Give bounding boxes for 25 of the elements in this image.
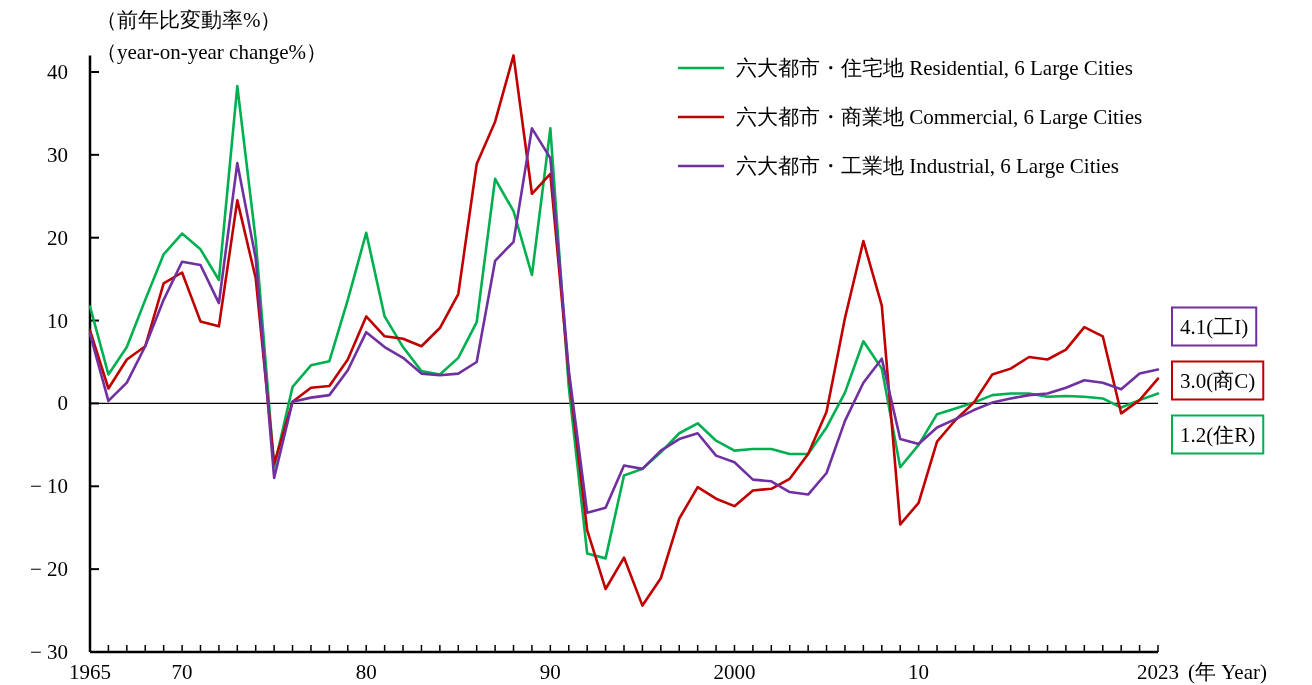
y-axis-title: （前年比変動率%） (96, 8, 282, 32)
y-tick-label: 10 (47, 308, 68, 333)
legend-label: 六大都市・商業地 Commercial, 6 Large Cities (736, 105, 1143, 129)
x-axis-title: (年 Year) (1188, 660, 1267, 684)
x-tick-label: 10 (908, 660, 930, 684)
legend-label: 六大都市・工業地 Industrial, 6 Large Cities (736, 154, 1119, 178)
line-series (88, 127, 1160, 515)
y-tick-label: − 30 (29, 640, 68, 664)
x-tick-label: 70 (171, 660, 193, 684)
text: 4.1(工I) (1180, 315, 1249, 340)
y-tick-label: 30 (47, 142, 68, 167)
text: 1.2(住R) (1180, 423, 1256, 448)
text: 3.0(商C) (1180, 369, 1256, 394)
y-tick-label: − 10 (29, 474, 68, 499)
x-tick-label: 80 (355, 660, 377, 684)
annotation: （year-on-year change%） (96, 40, 328, 64)
y-tick-label: 40 (47, 59, 68, 84)
y-tick-label: − 20 (29, 557, 68, 582)
x-tick-label: 90 (539, 660, 561, 684)
x-tick-label: 2000 (713, 660, 756, 684)
x-tick-label: 2023 (1137, 660, 1179, 684)
legend-label: 六大都市・住宅地 Residential, 6 Large Cities (736, 56, 1133, 80)
y-tick-label: 20 (47, 225, 68, 250)
y-tick-label: 0 (57, 391, 68, 416)
x-tick-label: 1965 (69, 660, 111, 684)
